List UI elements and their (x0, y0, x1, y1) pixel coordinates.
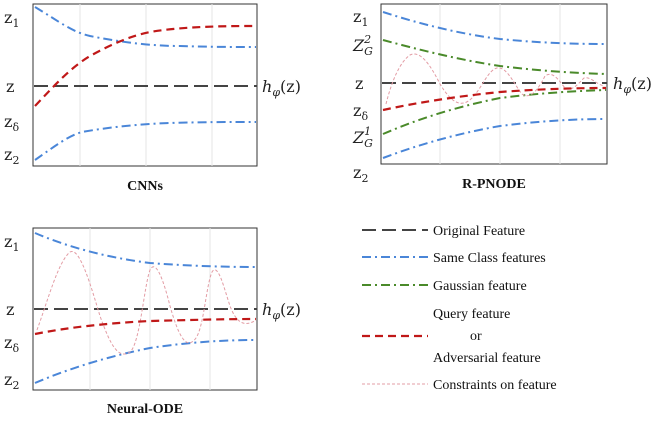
panel-rpnode: z1 Z2 G z zδ Z1 G z2 hφ(z) R-PNODE (352, 3, 652, 192)
rpnode-z2-label: z2 (353, 163, 368, 185)
node-same-class-bottom (34, 339, 257, 384)
rpnode-caption: R-PNODE (462, 177, 526, 192)
node-same-class-top (34, 232, 257, 268)
legend: Original Feature Same Class features Gau… (362, 224, 557, 393)
legend-constraints-label: Constraints on feature (433, 378, 557, 393)
cnns-z2-label: z2 (4, 145, 19, 167)
rpnode-query-feature (382, 86, 607, 112)
legend-gaussian-label: Gaussian feature (433, 279, 527, 294)
rpnode-constraints (385, 53, 605, 105)
cnns-same-class-top (34, 6, 257, 48)
cnns-z-label: z (6, 77, 14, 96)
legend-query-label: Query feature (433, 307, 510, 322)
cnns-caption: CNNs (127, 179, 163, 194)
legend-query-or: or (470, 329, 482, 344)
node-h-phi-label: hφ(z) (262, 300, 301, 322)
node-z-label: z (6, 300, 14, 319)
cnns-h-phi-label: hφ(z) (262, 77, 301, 99)
node-constraints (36, 251, 257, 355)
legend-original-label: Original Feature (433, 224, 525, 239)
legend-same-class-label: Same Class features (433, 251, 546, 266)
rpnode-same-class-bottom (382, 118, 607, 159)
rpnode-same-class-top (382, 11, 607, 45)
node-caption: Neural-ODE (107, 402, 183, 417)
cnns-z1-label: z1 (4, 8, 19, 30)
cnns-zdelta-label: zδ (4, 112, 19, 134)
panel-cnns: z1 z zδ z2 hφ(z) CNNs (4, 3, 301, 194)
rpnode-h-phi-label: hφ(z) (613, 74, 652, 96)
rpnode-z-label: z (355, 74, 363, 93)
node-z1-label: z1 (4, 232, 19, 254)
panel-neural-ode: z1 z zδ z2 hφ(z) Neural-ODE (4, 227, 301, 417)
node-query-feature (34, 317, 257, 336)
rpnode-z1-label: z1 (353, 7, 368, 29)
rpnode-zg2-label: Z2 G (352, 33, 373, 58)
node-zdelta-label: zδ (4, 333, 19, 355)
rpnode-gaussian-bottom (382, 89, 607, 135)
legend-adversarial-label: Adversarial feature (433, 351, 541, 366)
rpnode-zdelta-label: zδ (353, 101, 368, 123)
node-z2-label: z2 (4, 370, 19, 392)
cnns-query-feature (34, 24, 257, 107)
cnns-same-class-bottom (34, 121, 257, 161)
rpnode-gaussian-top (382, 39, 607, 75)
rpnode-zg1-label: Z1 G (352, 125, 373, 150)
